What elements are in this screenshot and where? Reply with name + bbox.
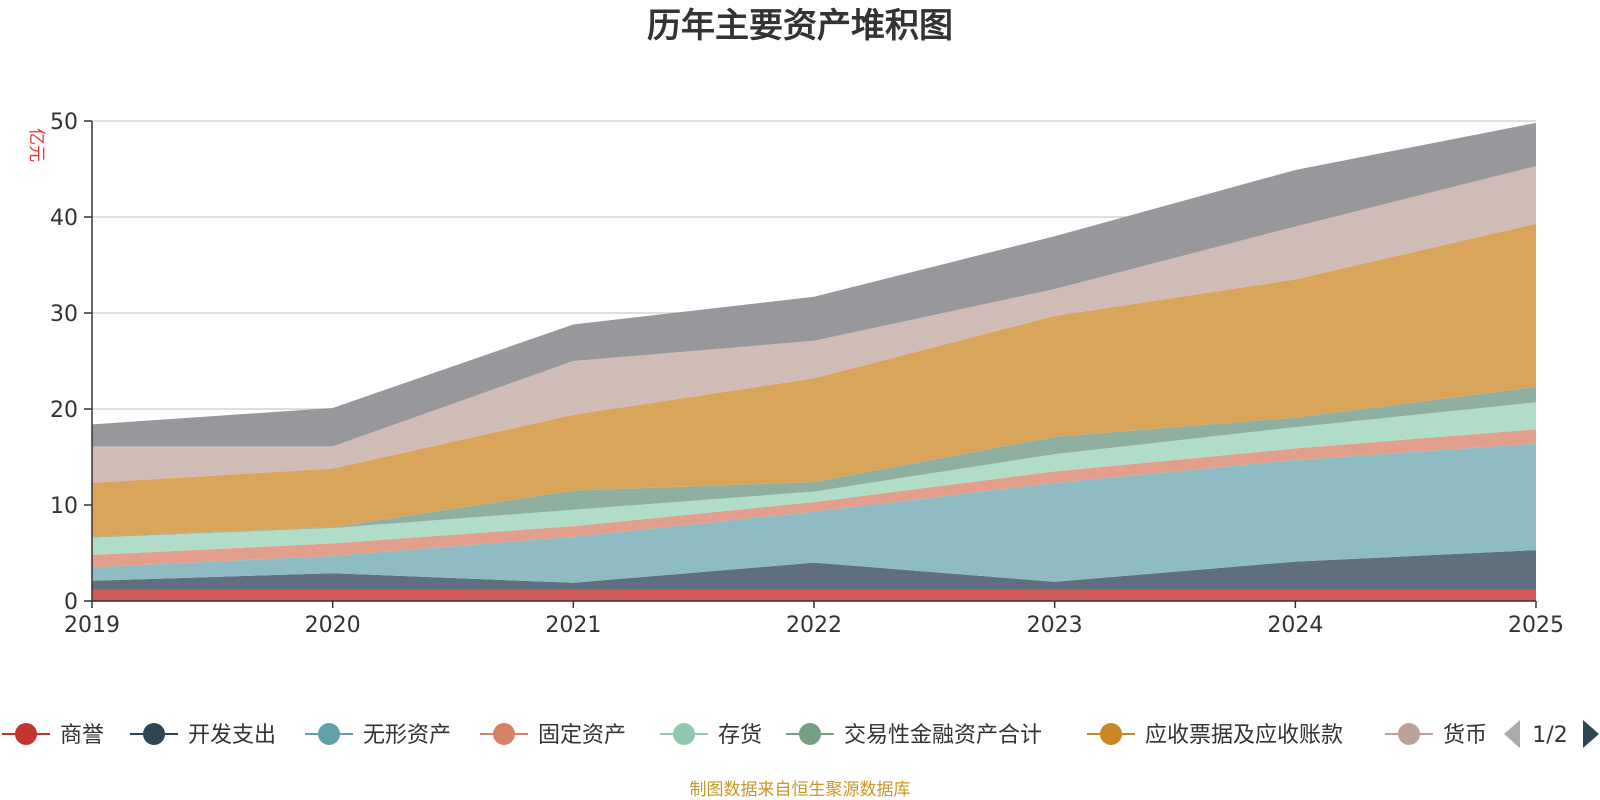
legend-label: 交易性金融资产合计 (844, 723, 1042, 748)
legend-item-4[interactable]: 存货 (660, 723, 762, 748)
legend-marker-icon (493, 723, 515, 745)
legend-item-0[interactable]: 商誉 (2, 723, 104, 748)
legend-label: 货币 (1443, 723, 1487, 748)
legend-item-2[interactable]: 无形资产 (305, 723, 451, 748)
y-tick-label: 30 (50, 302, 78, 327)
x-tick-label: 2020 (305, 613, 361, 638)
y-tick-label: 50 (50, 110, 78, 135)
legend-marker-icon (143, 723, 165, 745)
legend-marker-icon (1398, 723, 1420, 745)
chart-title: 历年主要资产堆积图 (647, 6, 953, 46)
x-tick-label: 2024 (1267, 613, 1323, 638)
legend-item-1[interactable]: 开发支出 (130, 723, 276, 748)
legend-next-page-icon[interactable] (1583, 720, 1599, 748)
area-series-1[interactable] (92, 550, 1536, 590)
legend-marker-icon (1100, 723, 1122, 745)
y-tick-label: 20 (50, 398, 78, 423)
x-tick-label: 2019 (64, 613, 120, 638)
legend-label: 应收票据及应收账款 (1145, 723, 1343, 748)
y-tick-label: 40 (50, 206, 78, 231)
legend-item-6[interactable]: 应收票据及应收账款 (1087, 723, 1343, 748)
area-series-0[interactable] (92, 589, 1536, 602)
y-tick-label: 10 (50, 494, 78, 519)
legend-marker-icon (318, 723, 340, 745)
area-series-4[interactable] (92, 402, 1536, 555)
legend-label: 存货 (718, 723, 762, 748)
x-tick-label: 2022 (786, 613, 842, 638)
legend-label: 商誉 (60, 723, 104, 748)
area-series-7[interactable] (92, 166, 1536, 483)
legend-page-indicator: 1/2 (1532, 723, 1567, 748)
legend-item-7[interactable]: 货币 (1385, 723, 1487, 748)
area-series-6[interactable] (92, 223, 1536, 537)
legend-label: 开发支出 (188, 723, 276, 748)
y-tick-label: 0 (64, 590, 78, 615)
area-series-8[interactable] (92, 122, 1536, 447)
x-tick-label: 2021 (545, 613, 601, 638)
legend-label: 无形资产 (363, 723, 451, 748)
legend-prev-page-icon[interactable] (1504, 720, 1520, 748)
legend-marker-icon (799, 723, 821, 745)
x-tick-label: 2025 (1508, 613, 1564, 638)
legend-marker-icon (15, 723, 37, 745)
area-series-group (92, 122, 1536, 602)
data-source-footer: 制图数据来自恒生聚源数据库 (690, 780, 911, 800)
area-series-2[interactable] (92, 443, 1536, 583)
axes: 0 10 20 30 40 50 2019 2020 2021 2022 2023 2024 2025 (50, 110, 1564, 638)
x-tick-label: 2023 (1027, 613, 1083, 638)
legend-item-3[interactable]: 固定资产 (480, 723, 626, 748)
y-axis-unit-label: 亿元 (26, 128, 46, 162)
legend-label: 固定资产 (538, 723, 626, 748)
legend-item-5[interactable]: 交易性金融资产合计 (786, 723, 1042, 748)
legend[interactable]: 商誉 开发支出 无形资产 固定资产 存货 交易性金融资产合计 应收票据及应收账款 货币 1/2 (2, 720, 1599, 748)
area-series-3[interactable] (92, 429, 1536, 568)
legend-marker-icon (673, 723, 695, 745)
